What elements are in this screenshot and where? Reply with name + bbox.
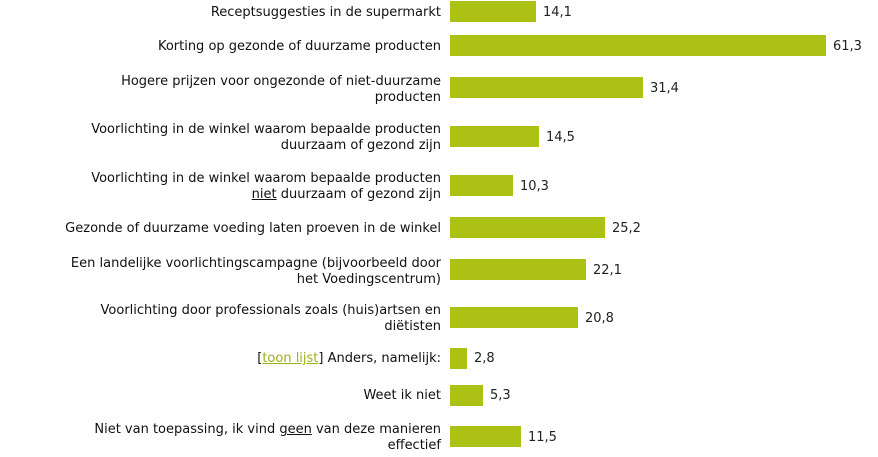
category-label: Gezonde of duurzame voeding laten proeve… <box>1 221 441 237</box>
bar <box>450 348 467 369</box>
bar <box>450 385 483 406</box>
bar <box>450 217 605 238</box>
category-label: Voorlichting in de winkel waarom bepaald… <box>1 171 441 203</box>
value-label: 14,1 <box>543 5 572 20</box>
toon-lijst-link[interactable]: toon lijst <box>262 351 319 366</box>
label-text: Anders, namelijk: <box>323 351 441 366</box>
bar <box>450 175 513 196</box>
value-label: 25,2 <box>612 221 641 236</box>
category-label: Voorlichting in de winkel waarom bepaald… <box>1 122 441 154</box>
value-label: 20,8 <box>585 311 614 326</box>
value-label: 61,3 <box>833 39 862 54</box>
bracket-text: ] <box>318 351 324 366</box>
label-text: effectief <box>387 438 441 453</box>
category-label: Een landelijke voorlichtingscampagne (bi… <box>1 256 441 288</box>
category-label: Korting op gezonde of duurzame producten <box>1 39 441 55</box>
label-text: Receptsuggesties in de supermarkt <box>210 5 441 20</box>
label-text: diëtisten <box>384 319 441 334</box>
value-label: 11,5 <box>528 430 557 445</box>
bar <box>450 307 578 328</box>
category-label: Hogere prijzen voor ongezonde of niet-du… <box>1 74 441 106</box>
label-text: Hogere prijzen voor ongezonde of niet-du… <box>121 74 441 89</box>
label-text: producten <box>374 90 441 105</box>
label-text: Korting op gezonde of duurzame producten <box>157 39 441 54</box>
bar <box>450 426 521 447</box>
label-text: Weet ik niet <box>363 388 441 403</box>
bar <box>450 259 586 280</box>
value-label: 5,3 <box>490 388 511 403</box>
bar <box>450 35 826 56</box>
category-label: Niet van toepassing, ik vind geen van de… <box>1 422 441 454</box>
value-label: 31,4 <box>650 81 679 96</box>
label-text: van deze manieren <box>311 422 441 437</box>
category-label: Weet ik niet <box>1 388 441 404</box>
label-text: Een landelijke voorlichtingscampagne (bi… <box>70 256 441 271</box>
value-label: 14,5 <box>546 130 575 145</box>
value-label: 10,3 <box>520 179 549 194</box>
label-text: duurzaam of gezond zijn <box>280 138 441 153</box>
value-label: 2,8 <box>474 351 495 366</box>
label-text: het Voedingscentrum) <box>296 272 441 287</box>
label-text: Niet van toepassing, ik vind <box>94 422 280 437</box>
category-label: Receptsuggesties in de supermarkt <box>1 5 441 21</box>
label-text: Voorlichting in de winkel waarom bepaald… <box>91 171 441 186</box>
category-label: [toon lijst] Anders, namelijk: <box>1 351 441 367</box>
emphasis-text: geen <box>279 422 312 437</box>
label-text: Voorlichting door professionals zoals (h… <box>100 303 441 318</box>
value-label: 22,1 <box>593 263 622 278</box>
label-text: Gezonde of duurzame voeding laten proeve… <box>65 221 441 236</box>
bar <box>450 126 539 147</box>
bar <box>450 1 536 22</box>
bar <box>450 77 643 98</box>
bracket-text: [ <box>257 351 263 366</box>
label-text: duurzaam of gezond zijn <box>276 187 441 202</box>
label-text: Voorlichting in de winkel waarom bepaald… <box>91 122 441 137</box>
emphasis-text: niet <box>251 187 277 202</box>
category-label: Voorlichting door professionals zoals (h… <box>1 303 441 335</box>
